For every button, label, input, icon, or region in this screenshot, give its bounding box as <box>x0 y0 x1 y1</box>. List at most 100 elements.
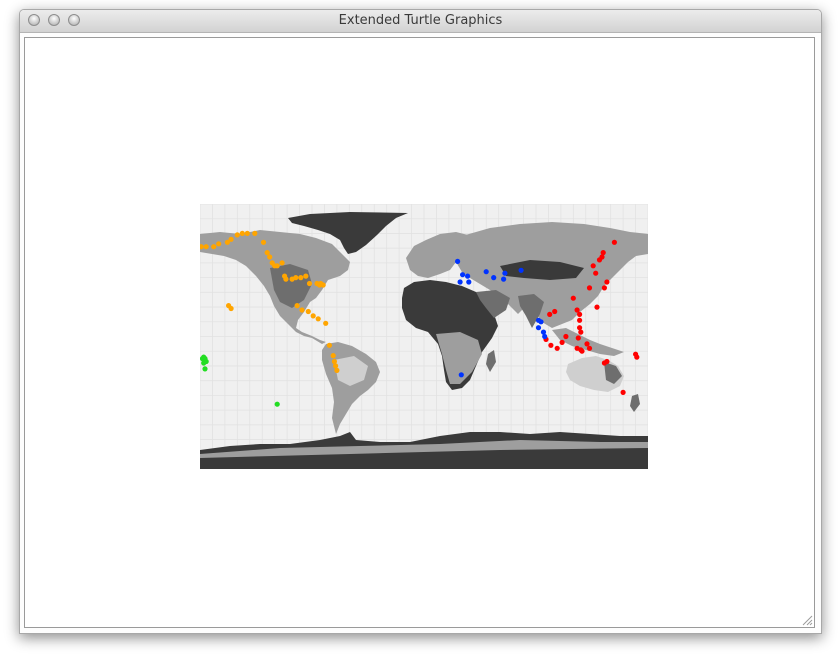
land-africa-south <box>436 332 482 384</box>
quake-marker <box>299 307 305 313</box>
quake-marker <box>455 258 461 264</box>
quake-marker <box>599 254 605 260</box>
quake-marker <box>239 230 245 236</box>
quake-marker <box>331 358 337 365</box>
quake-marker <box>244 230 250 236</box>
quake-marker <box>552 308 558 315</box>
quake-marker <box>202 366 208 372</box>
quake-marker <box>228 236 234 242</box>
quake-marker <box>538 319 544 325</box>
quake-marker <box>575 335 581 341</box>
zoom-button[interactable] <box>68 14 80 26</box>
quake-marker <box>586 345 593 351</box>
turtle-canvas[interactable] <box>24 37 815 628</box>
quake-marker <box>535 325 542 331</box>
quake-marker <box>518 267 524 273</box>
quake-marker <box>578 329 584 335</box>
quake-marker <box>260 239 267 245</box>
quake-marker <box>590 263 596 269</box>
quake-marker <box>200 244 204 250</box>
quake-marker <box>577 311 583 317</box>
quake-marker <box>457 279 463 285</box>
land-himalaya <box>500 260 584 280</box>
land-south-america-interior <box>334 356 368 386</box>
land-australia-east <box>604 362 622 384</box>
quake-marker <box>216 241 222 247</box>
quake-marker <box>333 363 339 369</box>
quake-marker <box>570 295 576 301</box>
quake-marker <box>554 345 560 351</box>
land-japan <box>600 254 616 280</box>
quake-marker <box>601 360 607 366</box>
title-bar[interactable]: Extended Turtle Graphics <box>20 10 821 33</box>
quake-marker <box>274 401 280 407</box>
quake-marker <box>326 342 332 348</box>
quake-marker <box>252 230 258 236</box>
quake-marker <box>228 305 234 312</box>
quake-marker <box>600 250 606 256</box>
quake-marker <box>620 389 626 395</box>
window-title: Extended Turtle Graphics <box>338 13 503 28</box>
quake-marker <box>310 313 316 319</box>
quake-marker <box>279 260 285 266</box>
quake-marker <box>293 275 299 281</box>
quake-marker <box>211 244 217 250</box>
quake-marker <box>586 285 593 291</box>
quake-marker <box>334 367 340 373</box>
quake-marker <box>594 304 600 310</box>
quake-marker <box>201 360 207 366</box>
quake-marker <box>303 273 309 279</box>
quake-marker <box>203 244 209 250</box>
quake-marker <box>548 342 554 348</box>
quake-marker <box>315 316 321 322</box>
quake-marker <box>200 356 206 362</box>
quake-marker <box>458 372 464 378</box>
quake-marker <box>465 273 471 279</box>
land-new-zealand <box>630 394 640 412</box>
quake-marker <box>224 239 230 245</box>
resize-grip[interactable] <box>800 613 813 626</box>
quake-marker <box>320 282 326 288</box>
earthquake-markers <box>200 230 640 407</box>
quake-marker <box>460 272 466 278</box>
quake-marker <box>283 276 289 282</box>
quake-marker <box>298 275 304 281</box>
quake-marker <box>593 270 599 276</box>
quake-marker <box>611 239 617 245</box>
quake-marker <box>491 275 497 281</box>
land-india <box>518 294 544 328</box>
land-madagascar <box>486 350 496 372</box>
quake-marker <box>634 354 640 360</box>
land-greenland <box>288 212 408 254</box>
quake-marker <box>542 333 548 340</box>
quake-marker <box>323 320 329 326</box>
quake-marker <box>305 308 311 315</box>
quake-marker <box>267 254 273 260</box>
land-antarctica-light <box>200 440 648 458</box>
quake-marker <box>577 325 583 331</box>
close-button[interactable] <box>28 14 40 26</box>
land-arabia <box>476 290 510 318</box>
quake-marker <box>294 303 300 309</box>
quake-marker <box>306 280 313 287</box>
quake-marker <box>330 353 336 359</box>
quake-marker <box>264 250 270 256</box>
minimize-button[interactable] <box>48 14 60 26</box>
quake-marker <box>466 279 472 285</box>
app-window: Extended Turtle Graphics <box>19 9 822 634</box>
quake-marker <box>483 269 489 275</box>
quake-marker <box>601 285 607 291</box>
quake-marker <box>502 270 508 276</box>
quake-marker <box>584 341 590 347</box>
quake-marker <box>540 329 547 335</box>
quake-marker <box>274 263 280 269</box>
quake-marker <box>559 339 565 345</box>
quake-marker <box>501 276 507 282</box>
quake-marker <box>577 317 583 323</box>
quake-marker <box>563 333 569 340</box>
land-north-america-interior <box>270 264 312 308</box>
world-map <box>200 204 648 469</box>
quake-marker <box>574 307 580 313</box>
quake-marker <box>234 232 240 238</box>
quake-marker <box>604 279 610 285</box>
